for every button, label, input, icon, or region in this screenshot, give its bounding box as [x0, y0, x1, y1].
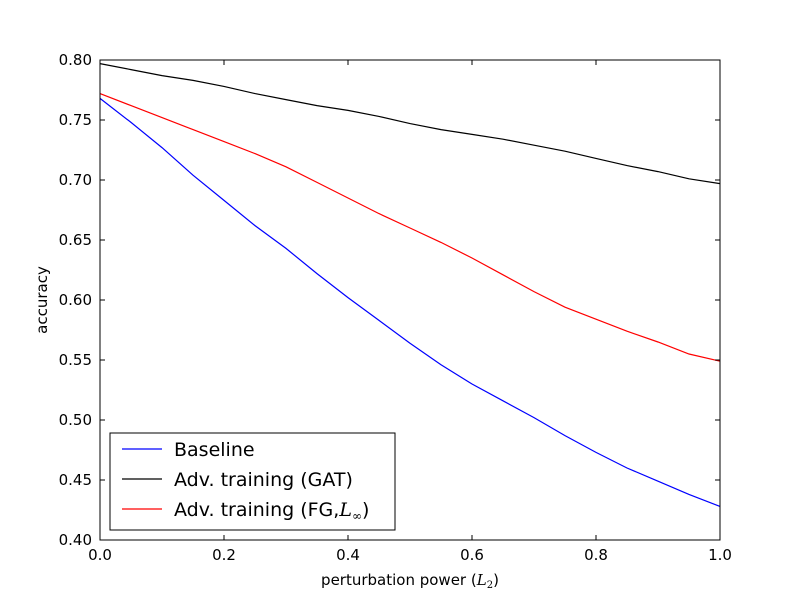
y-tick-label: 0.55 — [59, 351, 92, 369]
y-tick-label: 0.60 — [59, 291, 92, 309]
legend-label-fg-math: L — [338, 499, 352, 521]
x-axis-label-text: perturbation power — [321, 571, 467, 589]
legend-label-fg-suffix: ) — [362, 499, 369, 521]
y-tick-label: 0.65 — [59, 231, 92, 249]
series-line-0 — [99, 97, 721, 507]
legend: Baseline Adv. training (GAT) Adv. traini… — [109, 432, 396, 531]
y-axis-label: accuracy — [33, 266, 51, 334]
ticks-layer: 0.0 0.2 0.4 0.6 0.8 1.0 0.40 0.45 0.50 0.55 0.60 0.… — [59, 51, 732, 564]
series-line-1 — [99, 63, 721, 185]
legend-label-fg: Adv. training (FG,L∞) — [174, 499, 369, 523]
x-axis-label-math: L — [476, 571, 487, 589]
y-tick-label: 0.70 — [59, 171, 92, 189]
series-line-2 — [99, 93, 721, 362]
x-tick-label: 0.0 — [88, 546, 112, 564]
x-tick-label: 0.6 — [460, 546, 484, 564]
y-tick-label: 0.80 — [59, 51, 92, 69]
legend-label-gat: Adv. training (GAT) — [174, 469, 353, 491]
x-axis-label: perturbation power (L2) — [321, 571, 499, 591]
legend-label-fg-math-sub: ∞ — [352, 509, 362, 523]
x-axis-label-math-sub: 2 — [487, 580, 493, 591]
x-tick-label: 0.2 — [212, 546, 236, 564]
y-tick-label: 0.50 — [59, 411, 92, 429]
legend-label-fg-text: Adv. training (FG, — [174, 499, 339, 521]
y-tick-label: 0.75 — [59, 111, 92, 129]
y-tick-label: 0.45 — [59, 471, 92, 489]
x-tick-label: 0.8 — [584, 546, 608, 564]
x-tick-label: 1.0 — [708, 546, 732, 564]
x-tick-label: 0.4 — [336, 546, 360, 564]
series-layer — [99, 63, 721, 507]
y-tick-label: 0.40 — [59, 531, 92, 549]
plot-frame — [99, 59, 721, 541]
legend-label-baseline: Baseline — [174, 439, 255, 461]
